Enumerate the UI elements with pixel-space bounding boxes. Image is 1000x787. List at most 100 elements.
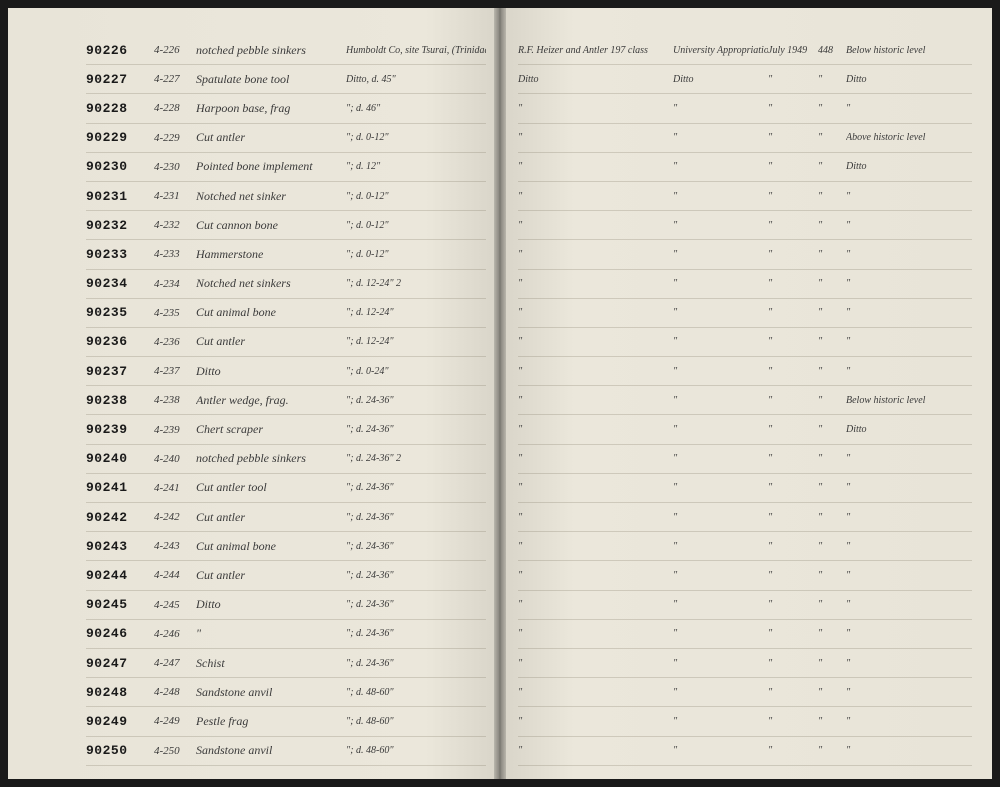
date: " [768, 161, 818, 172]
ledger-row: 90243 4-243 Cut animal bone "; d. 24-36" [86, 532, 486, 561]
collector: " [518, 161, 673, 172]
number: " [818, 336, 846, 347]
appropriation: University Appropriation [673, 45, 768, 56]
appropriation: " [673, 191, 768, 202]
catalog-id: 90231 [86, 189, 154, 204]
ledger-row: " " " " " [518, 737, 972, 766]
ledger-row: Ditto Ditto " " Ditto [518, 65, 972, 94]
date: " [768, 658, 818, 669]
collector: " [518, 599, 673, 610]
number: " [818, 74, 846, 85]
catalog-id: 90247 [86, 656, 154, 671]
appropriation: " [673, 161, 768, 172]
date: " [768, 512, 818, 523]
sub-id: 4-231 [154, 190, 196, 202]
sub-id: 4-238 [154, 394, 196, 406]
number: " [818, 307, 846, 318]
notes: " [846, 191, 972, 202]
number: " [818, 628, 846, 639]
location: "; d. 0-12" [346, 249, 486, 260]
sub-id: 4-228 [154, 102, 196, 114]
number: " [818, 512, 846, 523]
date: " [768, 249, 818, 260]
right-page: R.F. Heizer and Antler 197 class Univers… [500, 8, 992, 779]
ledger-row: " " " " " [518, 94, 972, 123]
description: Hammerstone [196, 247, 346, 262]
date: July 1949 [768, 45, 818, 56]
appropriation: " [673, 541, 768, 552]
notes: " [846, 745, 972, 756]
number: " [818, 103, 846, 114]
notes: " [846, 687, 972, 698]
description: Cut antler [196, 334, 346, 349]
date: " [768, 132, 818, 143]
notes: Below historic level [846, 395, 972, 406]
ledger-row: " " " " " [518, 182, 972, 211]
sub-id: 4-230 [154, 161, 196, 173]
ledger-row: 90240 4-240 notched pebble sinkers "; d.… [86, 445, 486, 474]
collector: R.F. Heizer and Antler 197 class [518, 45, 673, 56]
number: " [818, 132, 846, 143]
collector: " [518, 307, 673, 318]
ledger-row: " " " " Ditto [518, 415, 972, 444]
description: Cut antler [196, 130, 346, 145]
notes: " [846, 570, 972, 581]
ledger-row: " " " " " [518, 678, 972, 707]
ledger-row: 90233 4-233 Hammerstone "; d. 0-12" [86, 240, 486, 269]
location: "; d. 24-36" [346, 628, 486, 639]
ledger-row: 90234 4-234 Notched net sinkers "; d. 12… [86, 270, 486, 299]
notes: " [846, 278, 972, 289]
appropriation: " [673, 103, 768, 114]
description: Sandstone anvil [196, 743, 346, 758]
ledger-row: 90227 4-227 Spatulate bone tool Ditto, d… [86, 65, 486, 94]
collector: " [518, 220, 673, 231]
sub-id: 4-250 [154, 745, 196, 757]
number: " [818, 366, 846, 377]
sub-id: 4-245 [154, 599, 196, 611]
sub-id: 4-227 [154, 73, 196, 85]
date: " [768, 453, 818, 464]
location: "; d. 48-60" [346, 687, 486, 698]
number: " [818, 161, 846, 172]
ledger-row: 90239 4-239 Chert scraper "; d. 24-36" [86, 415, 486, 444]
description: Pointed bone implement [196, 159, 346, 174]
collector: Ditto [518, 74, 673, 85]
catalog-id: 90233 [86, 247, 154, 262]
appropriation: " [673, 745, 768, 756]
catalog-id: 90228 [86, 101, 154, 116]
notes: Above historic level [846, 132, 972, 143]
date: " [768, 395, 818, 406]
ledger-row: 90241 4-241 Cut antler tool "; d. 24-36" [86, 474, 486, 503]
notes: Ditto [846, 74, 972, 85]
appropriation: Ditto [673, 74, 768, 85]
number: " [818, 570, 846, 581]
collector: " [518, 745, 673, 756]
ledger-row: 90231 4-231 Notched net sinker "; d. 0-1… [86, 182, 486, 211]
number: " [818, 191, 846, 202]
sub-id: 4-236 [154, 336, 196, 348]
date: " [768, 541, 818, 552]
appropriation: " [673, 220, 768, 231]
ledger-row: 90228 4-228 Harpoon base, frag "; d. 46" [86, 94, 486, 123]
location: "; d. 48-60" [346, 745, 486, 756]
catalog-id: 90238 [86, 393, 154, 408]
date: " [768, 307, 818, 318]
notes: " [846, 249, 972, 260]
notes: Ditto [846, 424, 972, 435]
date: " [768, 366, 818, 377]
catalog-id: 90241 [86, 480, 154, 495]
collector: " [518, 336, 673, 347]
ledger-row: " " " " " [518, 474, 972, 503]
location: "; d. 24-36" [346, 658, 486, 669]
location: "; d. 24-36" [346, 541, 486, 552]
description: Notched net sinker [196, 189, 346, 204]
ledger-row: 90245 4-245 Ditto "; d. 24-36" [86, 591, 486, 620]
catalog-id: 90232 [86, 218, 154, 233]
description: Sandstone anvil [196, 685, 346, 700]
notes: " [846, 366, 972, 377]
collector: " [518, 424, 673, 435]
notes: " [846, 628, 972, 639]
ledger-row: 90242 4-242 Cut antler "; d. 24-36" [86, 503, 486, 532]
number: " [818, 687, 846, 698]
date: " [768, 191, 818, 202]
